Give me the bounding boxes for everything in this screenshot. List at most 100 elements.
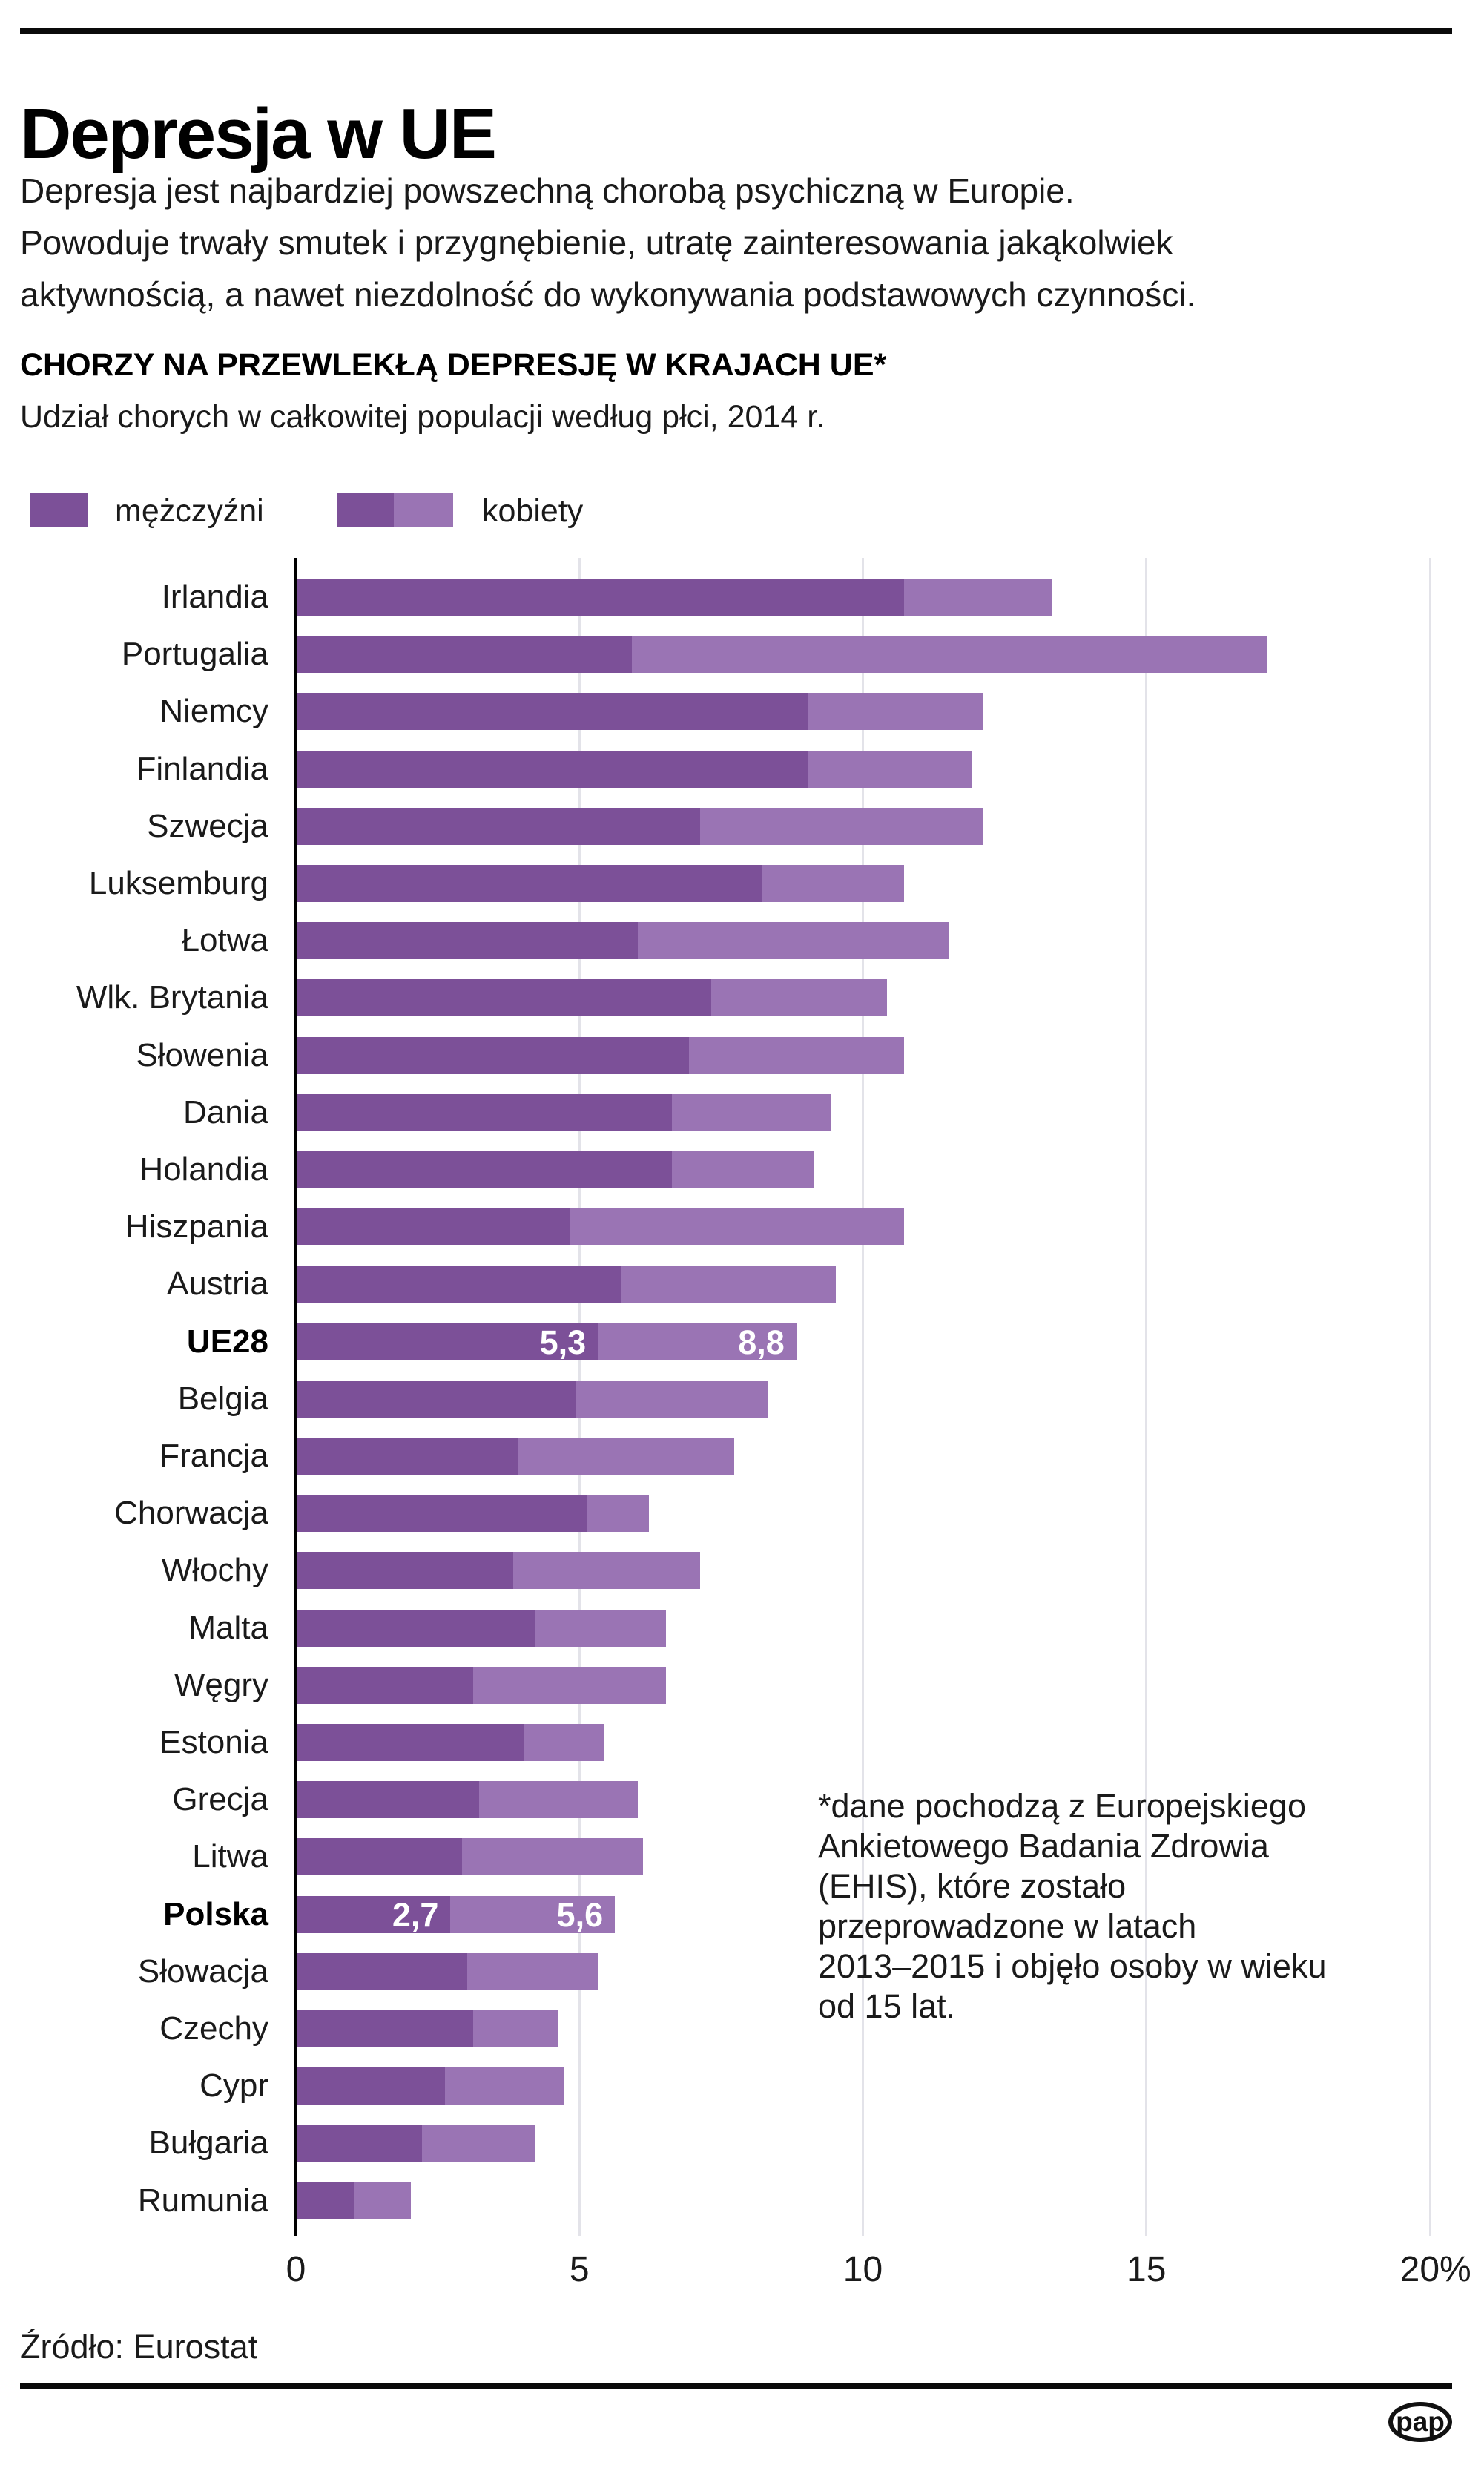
legend-men-swatch xyxy=(30,493,88,527)
top-rule xyxy=(20,28,1452,34)
country-label: Szwecja xyxy=(147,807,268,844)
x-tick-label: 20% xyxy=(1399,2250,1471,2289)
bar-men xyxy=(297,1323,598,1360)
bar-men xyxy=(297,865,762,902)
pap-logo-text: pap xyxy=(1396,2406,1445,2437)
country-label: Francja xyxy=(159,1438,268,1474)
source-note: Źródło: Eurostat xyxy=(20,2328,258,2366)
bar-men xyxy=(297,1952,468,1990)
chart-row: Niemcy xyxy=(0,693,1484,731)
bar-men xyxy=(297,693,808,731)
bar-men xyxy=(297,1036,689,1074)
country-label: Chorwacja xyxy=(114,1495,268,1532)
footnote: *dane pochodzą z Europejskiego Ankietowe… xyxy=(818,1787,1327,2025)
chart-row: Węgry xyxy=(0,1666,1484,1704)
country-label: Wlk. Brytania xyxy=(76,979,268,1016)
chart-row: Austria xyxy=(0,1266,1484,1303)
country-label: Łotwa xyxy=(181,922,268,959)
bar-men xyxy=(297,636,633,674)
bar-men xyxy=(297,1609,536,1647)
country-label: Grecja xyxy=(172,1781,268,1818)
country-label: Słowacja xyxy=(137,1952,268,1990)
chart-row: Czechy xyxy=(0,2010,1484,2047)
chart-row: Łotwa xyxy=(0,922,1484,960)
bar-men xyxy=(297,1495,587,1533)
bar-men xyxy=(297,750,808,788)
legend-men-label: mężczyźni xyxy=(115,493,264,529)
chart-row: Litwa xyxy=(0,1838,1484,1876)
gridline-20 xyxy=(1428,558,1431,2236)
intro-paragraph: Depresja jest najbardziej powszechną cho… xyxy=(20,171,1196,314)
chart-row: UE28 5,3 8,8 xyxy=(0,1323,1484,1361)
bar-men xyxy=(297,2125,423,2162)
country-label: Czechy xyxy=(159,2010,268,2047)
country-label: Finlandia xyxy=(136,750,268,787)
x-tick-label: 5 xyxy=(569,2250,590,2289)
country-label: Holandia xyxy=(139,1151,268,1188)
bar-men xyxy=(297,1151,672,1188)
bar-men xyxy=(297,1838,462,1876)
pap-logo: pap xyxy=(1388,2402,1452,2442)
bar-men xyxy=(297,979,712,1017)
country-label: Irlandia xyxy=(161,579,268,615)
country-label: Polska xyxy=(163,1895,268,1932)
bar-men xyxy=(297,1552,513,1590)
chart-row: Luksemburg xyxy=(0,865,1484,902)
gridline-15 xyxy=(1145,558,1148,2236)
country-label: Hiszpania xyxy=(125,1208,268,1245)
country-label: Włochy xyxy=(161,1552,268,1589)
bottom-rule xyxy=(20,2383,1452,2389)
bar-value-women: 5,6 xyxy=(556,1895,604,1934)
chart-row: Portugalia xyxy=(0,636,1484,674)
chart-row: Belgia xyxy=(0,1380,1484,1418)
country-label: Austria xyxy=(167,1266,268,1303)
chart-row: Holandia xyxy=(0,1151,1484,1188)
country-label: UE28 xyxy=(186,1323,268,1360)
bar-value-men: 5,3 xyxy=(539,1323,587,1361)
bar-men xyxy=(297,807,700,845)
axis-zero-line xyxy=(294,558,297,2236)
bar-men xyxy=(297,2067,445,2105)
bar-men xyxy=(297,2182,354,2219)
legend-women-swatch-light xyxy=(394,493,453,527)
bar-men xyxy=(297,1438,519,1475)
bar-value-women: 8,8 xyxy=(738,1323,785,1361)
bar-men xyxy=(297,1266,621,1303)
country-label: Niemcy xyxy=(159,693,268,730)
bar-men xyxy=(297,1781,479,1819)
bar-men xyxy=(297,579,904,616)
country-label: Litwa xyxy=(192,1838,268,1875)
chart-row: Szwecja xyxy=(0,807,1484,845)
chart-subtitle: Udział chorych w całkowitej populacji we… xyxy=(20,399,825,435)
country-label: Dania xyxy=(183,1093,268,1131)
country-label: Bułgaria xyxy=(148,2125,268,2162)
bar-men xyxy=(297,1666,473,1704)
country-label: Słowenia xyxy=(136,1036,268,1073)
country-label: Luksemburg xyxy=(88,865,268,901)
page-title: Depresja w UE xyxy=(20,94,497,174)
chart-row: Chorwacja xyxy=(0,1495,1484,1533)
chart-row: Polska 2,7 5,6 xyxy=(0,1895,1484,1934)
chart-row: Finlandia xyxy=(0,750,1484,788)
chart-row: Irlandia xyxy=(0,579,1484,616)
legend-women-swatch-dark xyxy=(337,493,394,527)
country-label: Rumunia xyxy=(137,2182,268,2219)
chart-row: Dania xyxy=(0,1093,1484,1131)
bar-men xyxy=(297,1895,451,1933)
country-label: Portugalia xyxy=(121,636,268,673)
x-tick-label: 15 xyxy=(1127,2250,1167,2289)
chart-row: Malta xyxy=(0,1609,1484,1647)
chart-row: Francja xyxy=(0,1438,1484,1475)
chart-row: Grecja xyxy=(0,1781,1484,1819)
x-tick-label: 10 xyxy=(842,2250,883,2289)
chart-row: Bułgaria xyxy=(0,2125,1484,2162)
chart-row: Hiszpania xyxy=(0,1208,1484,1246)
x-tick-label: 0 xyxy=(286,2250,306,2289)
bar-men xyxy=(297,922,638,960)
bar-men xyxy=(297,2010,473,2047)
legend-women-label: kobiety xyxy=(482,493,584,529)
country-label: Estonia xyxy=(159,1724,268,1760)
country-label: Belgia xyxy=(177,1380,268,1417)
chart-row: Rumunia xyxy=(0,2182,1484,2219)
chart-row: Włochy xyxy=(0,1552,1484,1590)
